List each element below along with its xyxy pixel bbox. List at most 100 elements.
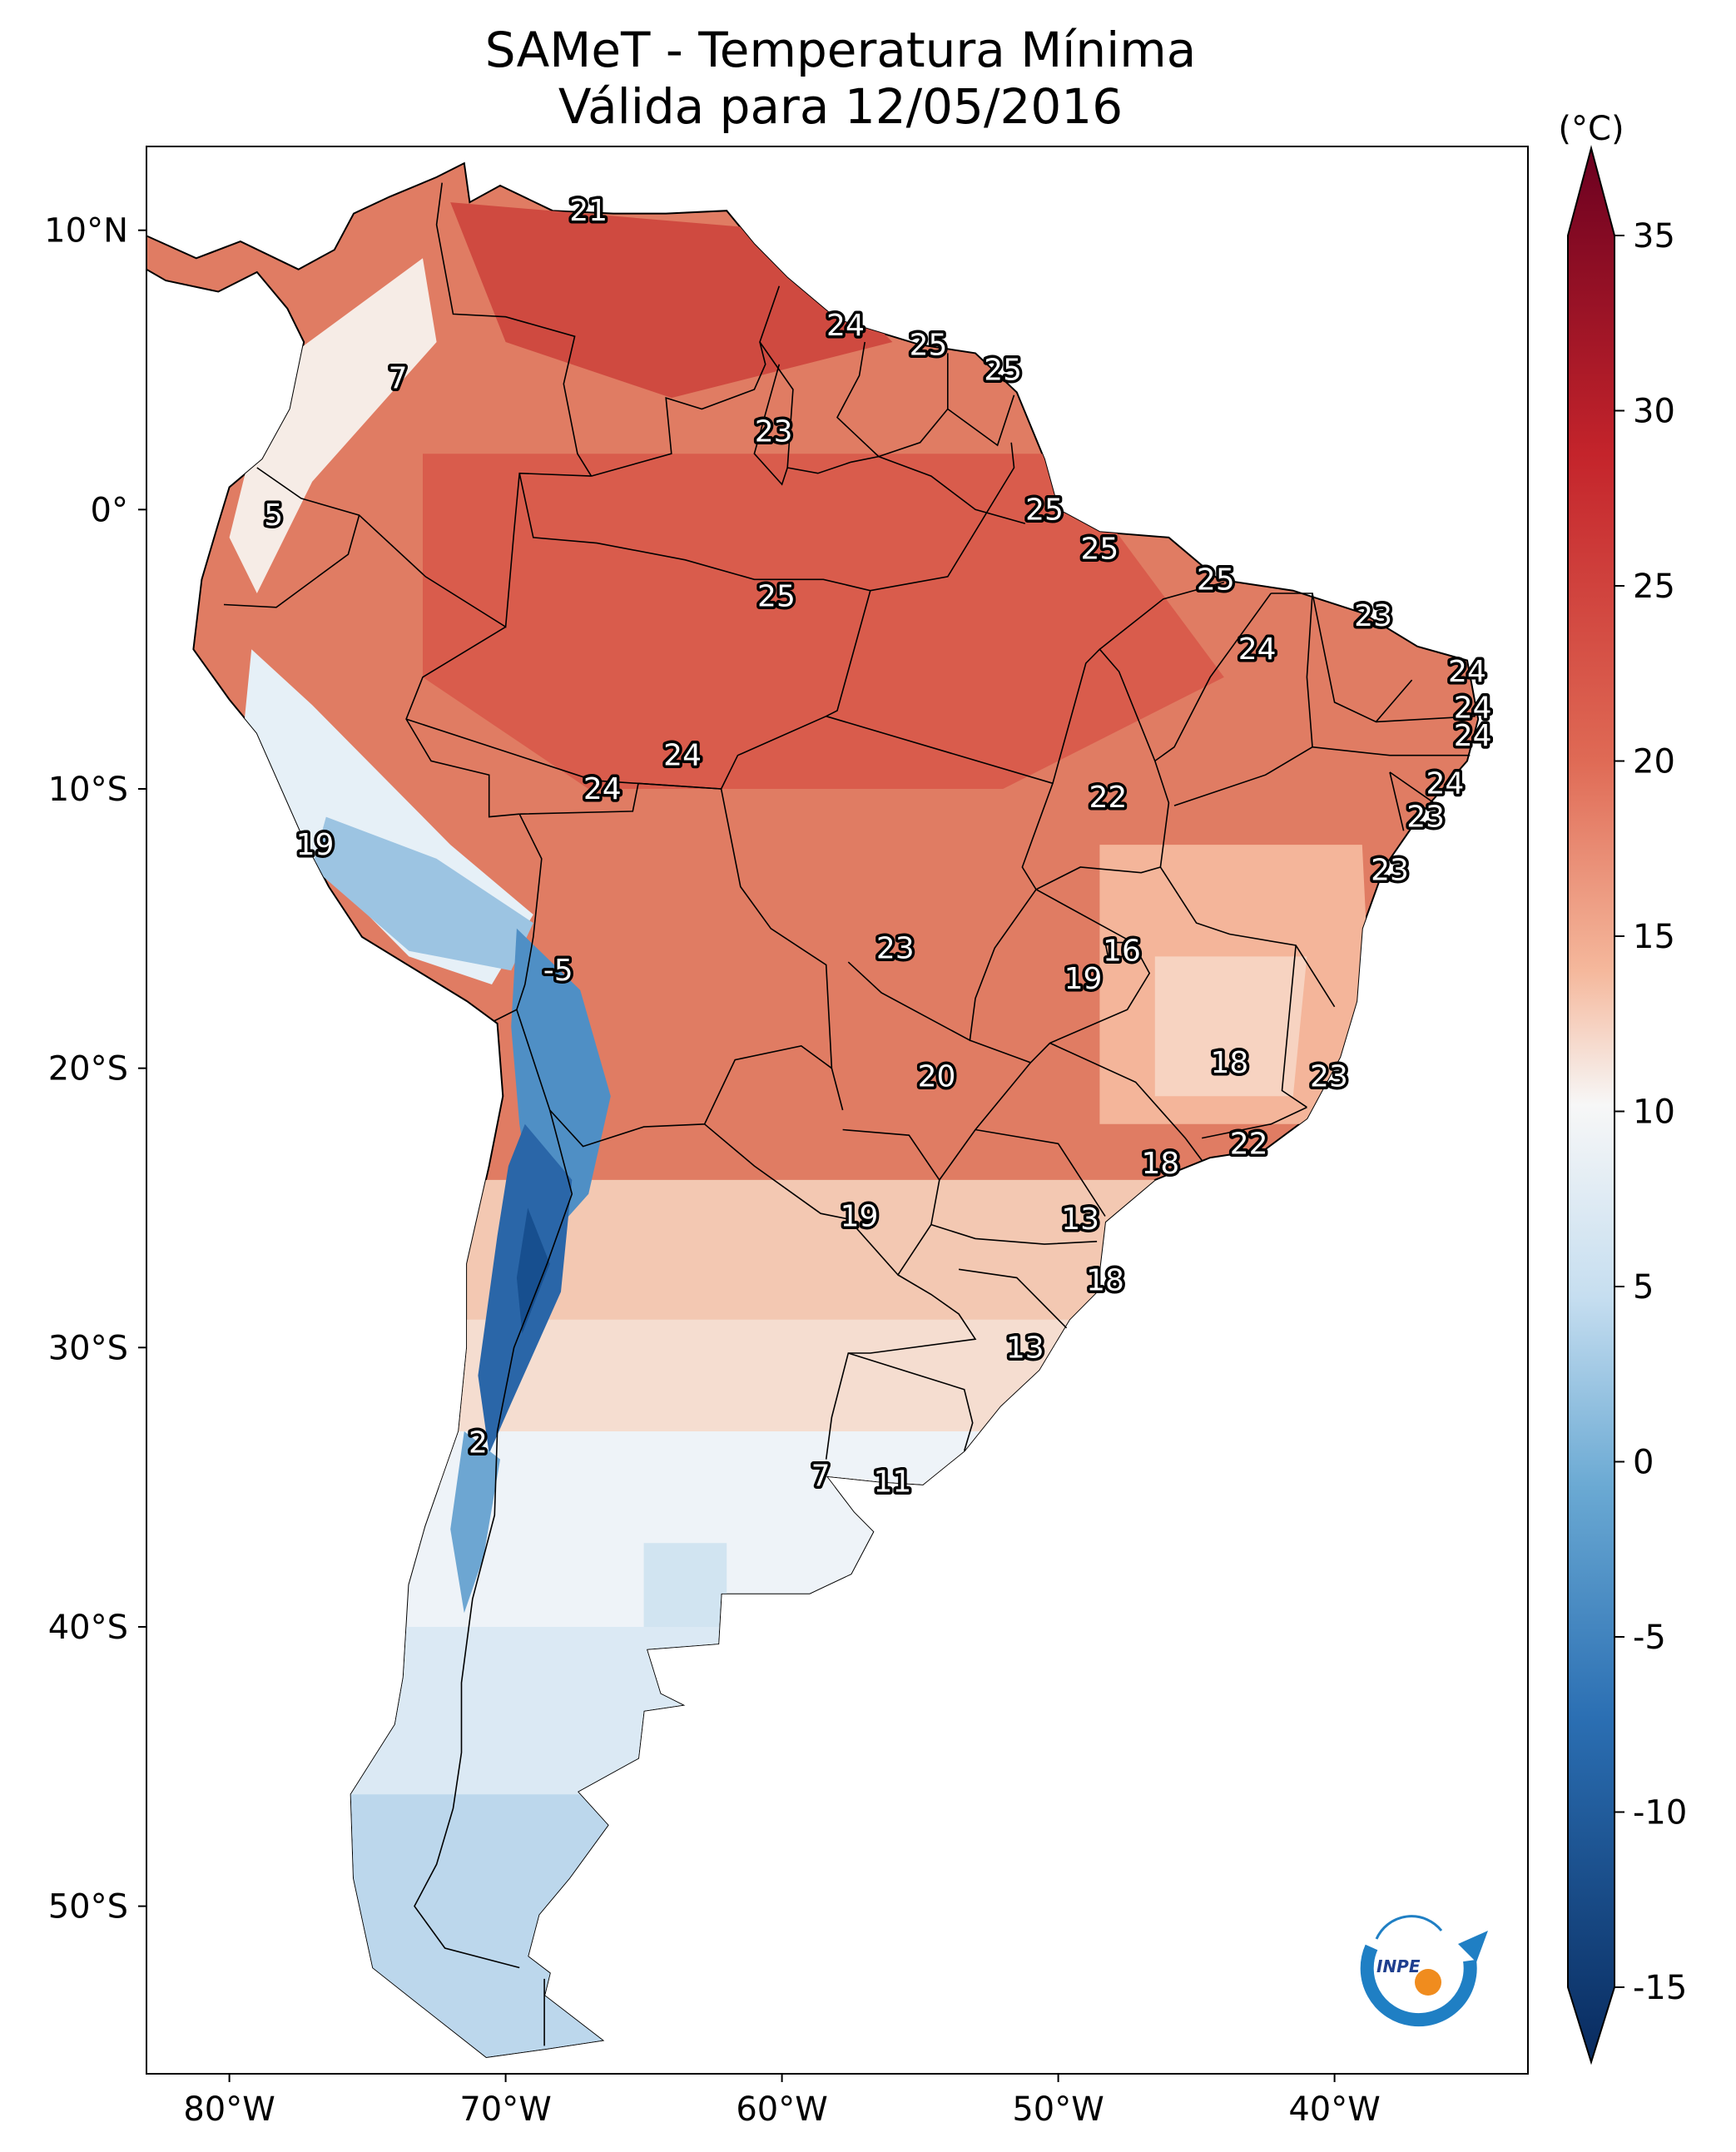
border-line	[1154, 593, 1272, 762]
station-label: 19	[841, 1200, 879, 1234]
station-label: 25	[910, 328, 948, 362]
latitude-ticks: 10°N 0° 10°S 20°S 30°S 40°S 50°S	[44, 212, 146, 1926]
border-line	[958, 1268, 1068, 1329]
station-label: 24	[1454, 719, 1492, 753]
border-line	[870, 442, 1015, 592]
colorbar-tick-label: 10	[1633, 1093, 1675, 1132]
lon-tick-label: 50°W	[1012, 2090, 1104, 2129]
station-label: 11	[873, 1465, 911, 1499]
colorbar-tick-label: 20	[1633, 743, 1675, 781]
station-label: 18	[1142, 1147, 1180, 1181]
station-label: 23	[1406, 801, 1445, 835]
colorbar-tick-label: 15	[1633, 918, 1675, 956]
station-label: 7	[811, 1460, 831, 1494]
colorbar: (°C) 35 30 25 20 15 10 5 0 -5 -10 -15	[1558, 110, 1687, 2065]
station-label: 25	[984, 354, 1022, 388]
logo-text: INPE	[1376, 1956, 1421, 1976]
border-line	[519, 782, 844, 1111]
station-label: 13	[1006, 1331, 1044, 1365]
border-line	[1389, 771, 1435, 804]
station-label: 23	[1371, 853, 1409, 887]
temperature-region	[1154, 956, 1307, 1097]
border-line	[1035, 648, 1170, 890]
border-line	[1104, 941, 1133, 958]
colorbar-tick-label: 35	[1633, 217, 1675, 255]
temperature-region	[516, 1207, 550, 1334]
lat-tick-label: 20°S	[48, 1050, 128, 1088]
station-label: 24	[1238, 632, 1277, 667]
station-label: 13	[1061, 1202, 1099, 1237]
colorbar-tick-label: 5	[1633, 1268, 1654, 1307]
border-line	[1049, 1042, 1203, 1161]
lat-tick-label: 30°S	[48, 1329, 128, 1367]
station-label: 16	[1103, 935, 1141, 969]
lon-tick-label: 60°W	[736, 2090, 827, 2129]
colorbar-ticks: 35 30 25 20 15 10 5 0 -5 -10 -15	[1614, 217, 1687, 2007]
colorbar-tick-label: 25	[1633, 568, 1675, 606]
station-label: 25	[757, 579, 796, 613]
border-line	[825, 1274, 977, 1460]
border-line	[405, 718, 722, 790]
border-line	[494, 813, 543, 1022]
colorbar-tick-label: 0	[1633, 1444, 1654, 1482]
border-line	[223, 514, 360, 608]
station-label: 24	[583, 772, 622, 806]
station-label: 23	[755, 414, 793, 449]
lon-tick-label: 80°W	[183, 2090, 275, 2129]
station-label: 22	[1230, 1127, 1268, 1161]
colorbar-body	[1567, 145, 1615, 2065]
colorbar-tick-label: 30	[1633, 393, 1675, 431]
station-label: 18	[1211, 1046, 1249, 1080]
station-label: 19	[296, 828, 335, 862]
border-line	[516, 1009, 832, 1148]
logo-sun	[1415, 1969, 1441, 1996]
border-line	[591, 285, 781, 477]
temperature-region	[229, 258, 437, 593]
border-line	[1281, 945, 1307, 1108]
lon-tick-label: 40°W	[1288, 2090, 1380, 2129]
station-label: 5	[264, 498, 283, 533]
lat-tick-label: 0°	[91, 491, 128, 529]
border-line	[1159, 866, 1336, 1008]
colorbar-tick-label: -10	[1633, 1794, 1687, 1832]
lat-tick-label: 10°N	[44, 212, 128, 250]
station-label: 24	[663, 739, 702, 773]
map-title: SAMeT - Temperatura Mínima	[484, 22, 1197, 78]
lat-tick-label: 10°S	[48, 771, 128, 809]
temperature-region	[643, 1543, 727, 1627]
station-label: 20	[918, 1060, 956, 1094]
logo-ring	[1375, 1915, 1443, 1940]
map-subtitle: Válida para 12/05/2016	[558, 78, 1123, 135]
border-line	[435, 182, 593, 477]
logo-arc	[1360, 1944, 1477, 2027]
lat-tick-label: 50°S	[48, 1888, 128, 1926]
station-label: 25	[1025, 493, 1064, 527]
longitude-ticks: 80°W 70°W 60°W 50°W 40°W	[183, 2074, 1381, 2129]
colorbar-tick-label: -5	[1633, 1619, 1666, 1657]
temperature-region	[450, 1431, 500, 1614]
border-line	[975, 1128, 1106, 1217]
station-label: 24	[1448, 655, 1486, 689]
lon-tick-label: 70°W	[459, 2090, 551, 2129]
station-label: 24	[826, 309, 865, 343]
inpe-logo: INPE	[1360, 1915, 1488, 2027]
border-line	[759, 341, 879, 474]
border-line	[1312, 593, 1413, 723]
border-line	[930, 1223, 1098, 1245]
temperature-region	[312, 816, 533, 971]
border-line	[947, 394, 1015, 447]
station-label: -5	[543, 954, 573, 988]
border-line	[1376, 715, 1476, 723]
station-label: 24	[1454, 692, 1492, 726]
border-line	[405, 626, 520, 818]
temperature-region	[423, 454, 1224, 789]
station-label: 7	[389, 362, 408, 396]
political-borders	[223, 182, 1476, 2046]
station-label: 23	[876, 931, 915, 965]
border-line	[848, 1352, 974, 1451]
border-line	[1312, 746, 1471, 756]
logo-arrow	[1458, 1931, 1488, 1962]
border-line	[518, 473, 871, 790]
